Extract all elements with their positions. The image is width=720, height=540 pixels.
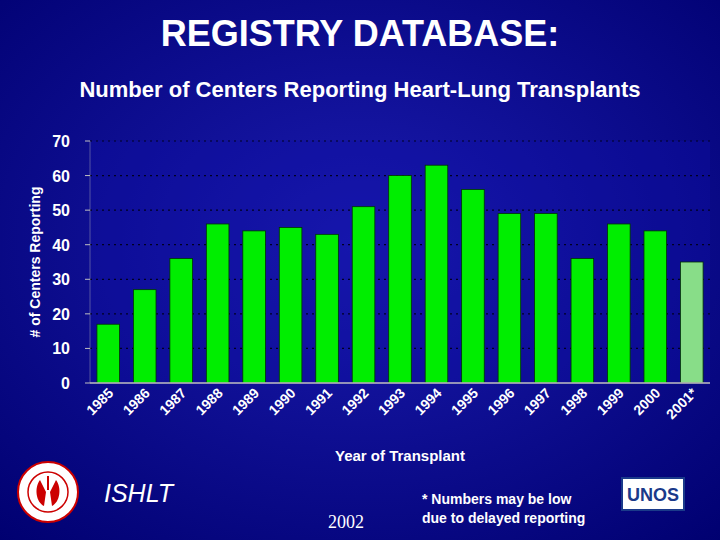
subtitle: Number of Centers Reporting Heart-Lung T… [79, 77, 640, 102]
bars [97, 165, 703, 383]
x-tick-label: 1993 [375, 385, 408, 418]
bar [243, 231, 266, 383]
y-tick-label: 20 [52, 306, 70, 323]
x-tick-label: 1989 [229, 385, 262, 418]
y-tick [85, 279, 90, 280]
bar [571, 259, 594, 383]
x-tick-label: 1985 [83, 385, 116, 418]
y-tick [85, 210, 90, 211]
bar [425, 165, 448, 383]
logo-symbol [47, 476, 49, 490]
x-axis-label: Year of Transplant [335, 447, 465, 464]
bar [279, 227, 302, 383]
bar [389, 176, 412, 383]
bar [316, 234, 339, 383]
bar [680, 262, 703, 383]
y-axis [90, 141, 91, 383]
y-tick [85, 141, 90, 142]
bar [608, 224, 631, 383]
y-tick [85, 383, 90, 384]
x-tick-label: 1991 [302, 385, 335, 418]
x-tick-label: 1988 [192, 385, 225, 418]
y-tick [85, 244, 90, 245]
y-tick-label: 40 [52, 237, 70, 254]
x-tick-label: 1995 [448, 385, 481, 418]
y-tick-label: 60 [52, 168, 70, 185]
x-tick-label: 1986 [119, 385, 152, 418]
y-tick-label: 50 [52, 202, 70, 219]
bar [352, 207, 375, 383]
bar [462, 189, 485, 383]
y-tick [85, 348, 90, 349]
chart: REGISTRY DATABASE: Number of Centers Repo… [0, 0, 720, 540]
x-tick-label: 1992 [338, 385, 371, 418]
ishlt-logo [18, 462, 78, 522]
logo-inner [28, 472, 68, 512]
grid-line [90, 140, 710, 141]
bar [206, 224, 229, 383]
y-tick-label: 0 [61, 375, 70, 392]
x-tick-label: 1999 [594, 385, 627, 418]
bar [170, 259, 193, 383]
x-tick-label: 2000 [630, 385, 663, 418]
bar [133, 290, 156, 383]
x-tick-label: 1987 [156, 385, 189, 418]
y-tick-label: 10 [52, 340, 70, 357]
footnote: due to delayed reporting [422, 510, 585, 526]
bar [97, 324, 120, 383]
footnote: * Numbers may be low [422, 491, 571, 507]
x-tick-label: 2001* [663, 384, 701, 422]
logo-ring [18, 462, 78, 522]
bar [535, 214, 558, 383]
y-tick-label: 70 [52, 133, 70, 150]
year: 2002 [328, 512, 364, 532]
bar [498, 214, 521, 383]
y-tick [85, 313, 90, 314]
x-axis [90, 382, 710, 384]
x-tick-label: 1998 [557, 385, 590, 418]
x-tick-label: 1996 [484, 385, 517, 418]
title: REGISTRY DATABASE: [161, 13, 560, 54]
plot-area [90, 141, 710, 383]
x-tick-label: 1997 [521, 385, 554, 418]
y-tick-label: 30 [52, 271, 70, 288]
x-tick-label: 1994 [411, 385, 444, 418]
x-tick-label: 1990 [265, 385, 298, 418]
y-tick [85, 175, 90, 176]
unos-logo-text: UNOS [627, 485, 679, 505]
background [0, 0, 720, 540]
unos-logo-box [622, 478, 684, 510]
y-axis-label: # of Centers Reporting [27, 187, 43, 338]
bar [644, 231, 667, 383]
organization: ISHLT [104, 479, 175, 507]
